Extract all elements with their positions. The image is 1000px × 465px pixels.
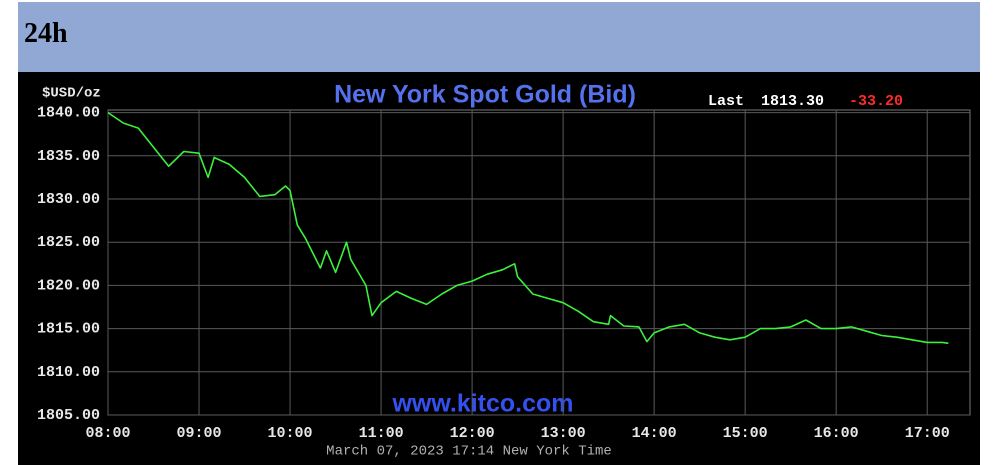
header-title: 24h bbox=[24, 18, 68, 49]
x-tick-label: 13:00 bbox=[541, 425, 586, 442]
x-tick-label: 08:00 bbox=[85, 425, 130, 442]
y-axis-label: $USD/oz bbox=[42, 86, 101, 102]
x-tick-label: 17:00 bbox=[905, 425, 950, 442]
y-tick-label: 1835.00 bbox=[37, 148, 100, 165]
last-label: Last bbox=[708, 93, 744, 110]
y-tick-label: 1825.00 bbox=[37, 234, 100, 251]
chart-background bbox=[18, 72, 980, 465]
chart: $USD/oz New York Spot Gold (Bid) Last 18… bbox=[18, 72, 980, 465]
y-tick-label: 1815.00 bbox=[37, 321, 100, 338]
last-value: 1813.30 bbox=[761, 93, 824, 110]
y-tick-label: 1820.00 bbox=[37, 277, 100, 294]
watermark: www.kitco.com bbox=[391, 390, 573, 418]
header: 24h bbox=[18, 2, 980, 72]
x-tick-label: 12:00 bbox=[450, 425, 495, 442]
x-tick-label: 15:00 bbox=[723, 425, 768, 442]
x-tick-label: 09:00 bbox=[177, 425, 222, 442]
y-tick-label: 1805.00 bbox=[37, 407, 100, 424]
change: -33.20 bbox=[849, 93, 903, 110]
y-tick-label: 1840.00 bbox=[37, 105, 100, 122]
y-tick-label: 1810.00 bbox=[37, 364, 100, 381]
y-tick-label: 1830.00 bbox=[37, 191, 100, 208]
price-line bbox=[107, 111, 949, 345]
x-tick-label: 11:00 bbox=[359, 425, 404, 442]
chart-title: New York Spot Gold (Bid) bbox=[334, 81, 636, 109]
x-tick-label: 14:00 bbox=[632, 425, 677, 442]
x-axis-label: March 07, 2023 17:14 New York Time bbox=[326, 444, 612, 460]
x-tick-label: 16:00 bbox=[814, 425, 859, 442]
x-tick-label: 10:00 bbox=[268, 425, 313, 442]
